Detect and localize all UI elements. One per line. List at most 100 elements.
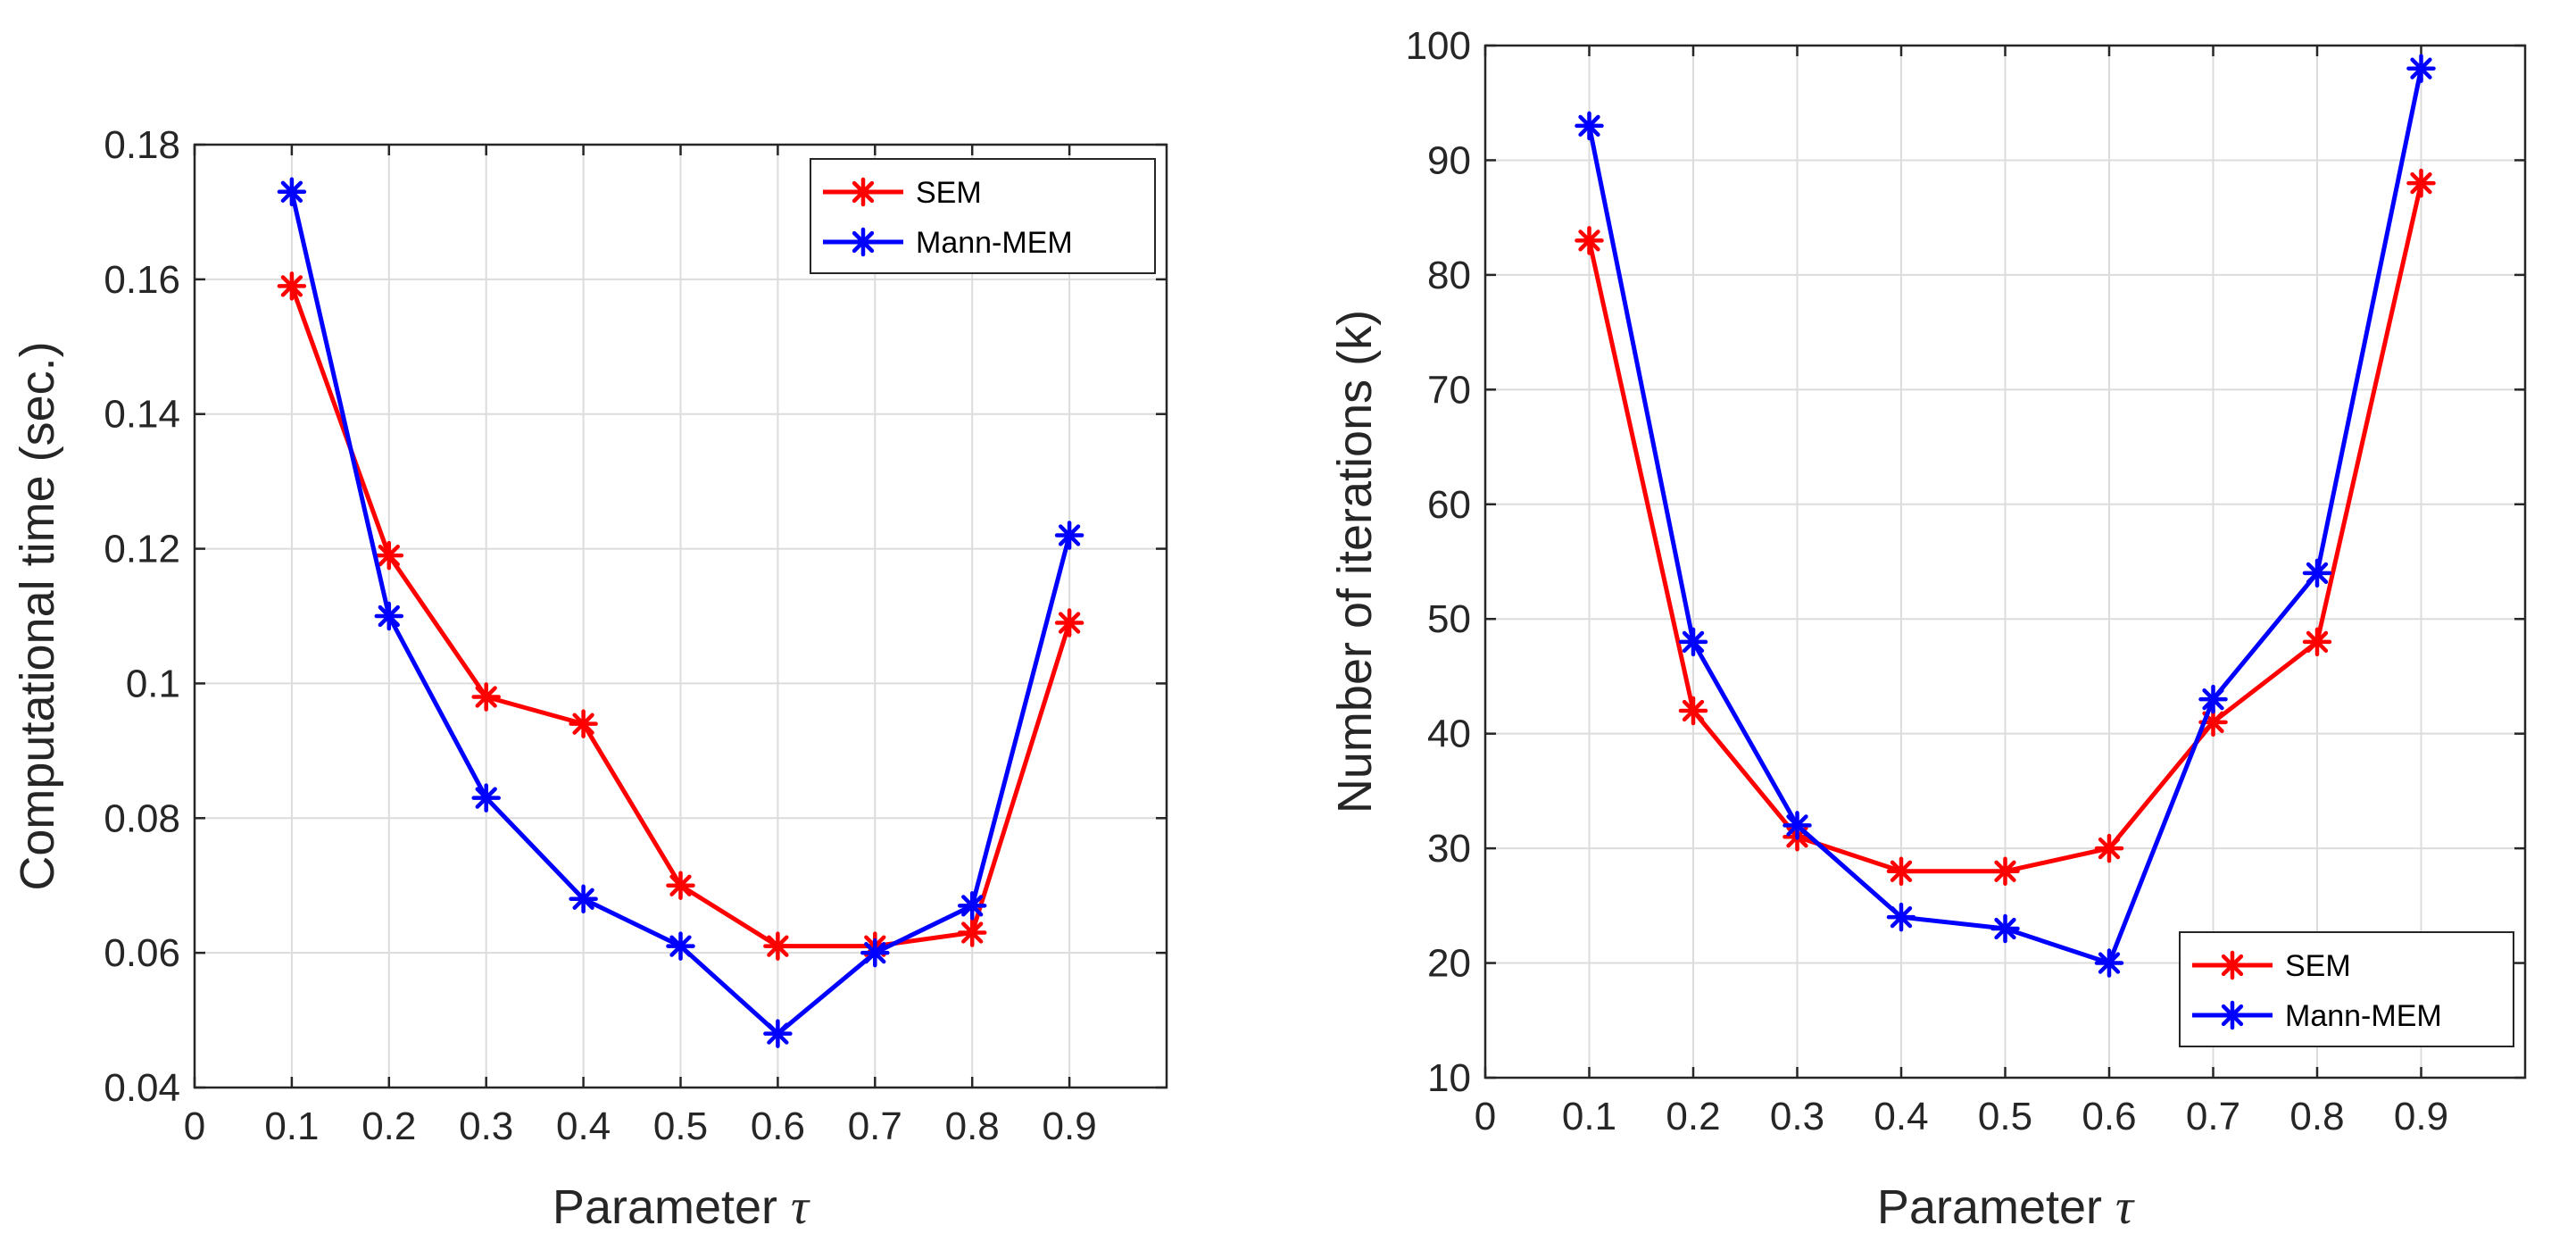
legend-marker <box>2217 1000 2248 1030</box>
y-tick-label: 100 <box>1406 24 1471 68</box>
data-point <box>1575 226 1604 255</box>
tau-symbol: τ <box>791 1179 810 1235</box>
data-point <box>1678 627 1708 657</box>
data-point <box>2302 558 2332 588</box>
y-tick-label: 80 <box>1427 254 1471 297</box>
y-tick-label: 0.18 <box>104 123 180 167</box>
y-tick-label: 60 <box>1427 483 1471 527</box>
data-point <box>1990 913 2020 944</box>
series-mann-mem <box>1575 54 2436 978</box>
legend-marker <box>2217 950 2248 980</box>
data-point <box>957 918 987 947</box>
data-point <box>1575 111 1604 141</box>
iterations-chart: 0 0.1 0.2 0.3 0.4 0.5 0.6 0.7 0.8 0.9 10 20 30 40 50 60… <box>1328 24 2527 1235</box>
y-tick-label: 0.06 <box>104 931 180 975</box>
y-tick-label: 70 <box>1427 368 1471 412</box>
data-point <box>2302 627 2332 657</box>
x-tick-label: 0.8 <box>945 1104 1000 1148</box>
legend-label: Mann-MEM <box>916 226 1073 260</box>
x-axis-ticks: 0 0.1 0.2 0.3 0.4 0.5 0.6 0.7 0.8 0.9 <box>184 145 1097 1148</box>
data-point <box>666 931 695 961</box>
data-point <box>666 871 695 900</box>
data-point <box>471 783 501 813</box>
x-axis-label: Parameter τ <box>1877 1179 2135 1235</box>
y-tick-label: 10 <box>1427 1056 1471 1100</box>
y-axis-ticks: 0.04 0.06 0.08 0.1 0.12 0.14 0.16 0.18 <box>104 123 1167 1110</box>
y-tick-label: 50 <box>1427 597 1471 641</box>
legend-marker <box>848 227 878 257</box>
data-point <box>1678 696 1708 726</box>
data-point <box>1886 902 1916 932</box>
legend-marker <box>848 177 878 207</box>
legend-box <box>2179 931 2514 1047</box>
data-point <box>1886 856 1916 887</box>
x-tick-label: 0.2 <box>361 1104 416 1148</box>
y-tick-label: 0.1 <box>126 662 180 705</box>
data-point <box>2198 684 2228 714</box>
data-point <box>1782 811 1812 840</box>
y-axis-ticks: 10 20 30 40 50 60 70 80 90 100 <box>1406 24 2525 1100</box>
x-tick-label: 0.9 <box>1043 1104 1097 1148</box>
data-point <box>2406 168 2436 198</box>
x-tick-label: 0 <box>1475 1095 1496 1138</box>
x-axis-ticks: 0 0.1 0.2 0.3 0.4 0.5 0.6 0.7 0.8 0.9 <box>1475 46 2448 1138</box>
data-point <box>2094 948 2124 978</box>
legend: SEM Mann-MEM <box>2179 931 2514 1047</box>
x-tick-label: 0.6 <box>2082 1095 2136 1138</box>
legend: SEM Mann-MEM <box>810 158 1156 274</box>
y-tick-label: 0.04 <box>104 1066 180 1110</box>
x-tick-label: 0.5 <box>653 1104 708 1148</box>
y-tick-label: 20 <box>1427 942 1471 986</box>
y-tick-label: 40 <box>1427 713 1471 756</box>
x-tick-label: 0.8 <box>2289 1095 2344 1138</box>
legend-box <box>810 158 1156 274</box>
legend-item: SEM <box>2192 949 2351 983</box>
data-point <box>860 938 890 968</box>
legend-label: Mann-MEM <box>2285 999 2442 1033</box>
x-tick-label: 0.9 <box>2394 1095 2448 1138</box>
legend-item: Mann-MEM <box>2192 999 2442 1033</box>
computational-time-chart: 0 0.1 0.2 0.3 0.4 0.5 0.6 0.7 0.8 0.9 0.04 0.06 0.08… <box>11 123 1168 1235</box>
x-tick-label: 0.5 <box>1978 1095 2032 1138</box>
x-tick-label: 0.1 <box>1562 1095 1616 1138</box>
data-point <box>569 884 598 914</box>
y-tick-label: 0.14 <box>104 393 180 437</box>
x-tick-label: 0.2 <box>1666 1095 1720 1138</box>
x-tick-label: 0.1 <box>264 1104 319 1148</box>
legend-item: SEM <box>823 176 982 210</box>
x-axis-label-text: Parameter <box>1877 1180 2115 1234</box>
y-tick-label: 30 <box>1427 827 1471 871</box>
series-mann-mem <box>277 177 1084 1048</box>
data-point <box>1990 856 2020 887</box>
x-tick-label: 0 <box>184 1104 205 1148</box>
data-point <box>763 1019 793 1048</box>
x-tick-label: 0.7 <box>848 1104 902 1148</box>
legend-label: SEM <box>916 176 982 210</box>
data-point <box>471 682 501 712</box>
x-tick-label: 0.4 <box>1874 1095 1928 1138</box>
x-tick-label: 0.6 <box>751 1104 805 1148</box>
data-point <box>1054 521 1084 550</box>
data-point <box>277 177 307 207</box>
data-point <box>1054 608 1084 638</box>
data-point <box>374 540 404 571</box>
data-point <box>957 891 987 921</box>
x-tick-label: 0.4 <box>556 1104 611 1148</box>
y-axis-label: Number of iterations (k) <box>1328 310 1382 813</box>
x-axis-label: Parameter τ <box>553 1179 810 1235</box>
data-point <box>763 931 793 961</box>
tau-symbol: τ <box>2115 1179 2135 1235</box>
y-tick-label: 0.08 <box>104 796 180 840</box>
x-tick-label: 0.3 <box>459 1104 513 1148</box>
legend-label: SEM <box>2285 949 2351 983</box>
legend-item: Mann-MEM <box>823 226 1073 260</box>
x-axis-label-text: Parameter <box>553 1180 791 1234</box>
data-point <box>374 601 404 631</box>
y-tick-label: 0.16 <box>104 258 180 302</box>
data-point <box>277 271 307 301</box>
data-point <box>2094 833 2124 863</box>
data-point <box>2406 54 2436 83</box>
y-axis-label: Computational time (sec.) <box>11 341 64 890</box>
